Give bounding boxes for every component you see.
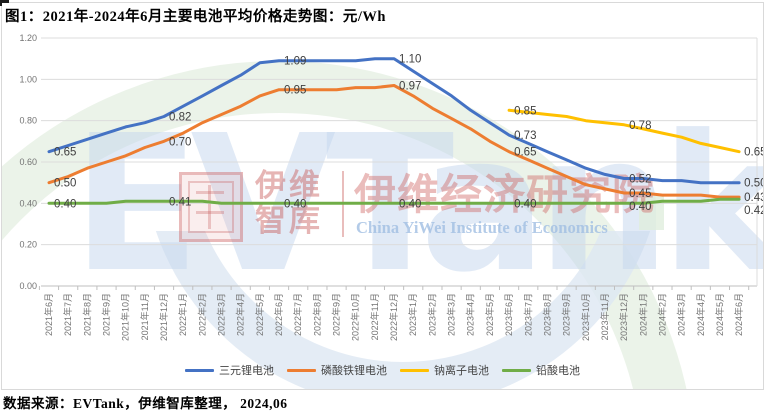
data-label: 0.43 — [744, 192, 764, 204]
data-label: 0.42 — [744, 205, 764, 217]
x-tick-label: 2022年1月 — [177, 293, 188, 336]
legend-label: 磷酸铁锂电池 — [321, 365, 387, 377]
x-tick-label: 2024年2月 — [656, 293, 667, 336]
x-tick-label: 2024年4月 — [695, 293, 706, 336]
x-tick-label: 2022年7月 — [292, 293, 303, 336]
data-labels: 0.65 0.50 0.40 0.82 0.70 0.41 1.09 0.95 0.40 1.10… — [54, 54, 764, 217]
x-tick-label: 2021年12月 — [158, 293, 169, 341]
x-tick-label: 2021年11月 — [139, 293, 150, 340]
x-tick-label: 2021年8月 — [81, 293, 92, 336]
legend-item-0: 三元锂电池 — [185, 362, 274, 378]
data-label: 0.40 — [629, 201, 651, 213]
x-tick-label: 2024年6月 — [733, 293, 744, 336]
x-tick-label: 2023年4月 — [465, 293, 476, 336]
x-tick-label: 2023年1月 — [407, 293, 418, 336]
y-tick-label: 0.60 — [19, 157, 37, 167]
data-label: 0.40 — [284, 198, 306, 210]
x-tick-label: 2022年4月 — [235, 293, 246, 336]
y-tick-label: 0.00 — [19, 281, 37, 291]
legend-label: 钠离子电池 — [434, 365, 489, 377]
y-tick-label: 0.20 — [19, 240, 37, 250]
data-label: 0.40 — [399, 198, 421, 210]
legend-line-swatch — [400, 368, 429, 372]
data-label: 0.95 — [284, 85, 306, 97]
data-label: 0.45 — [629, 188, 651, 200]
y-tick-label: 0.80 — [19, 116, 37, 126]
legend-item-2: 钠离子电池 — [400, 362, 489, 378]
legend-item-1: 磷酸铁锂电池 — [287, 362, 387, 378]
x-tick-label: 2021年6月 — [43, 293, 54, 336]
y-tick-label: 0.40 — [19, 198, 37, 208]
x-tick-label: 2023年5月 — [484, 293, 495, 336]
data-label: 0.41 — [169, 196, 191, 208]
x-tick-label: 2021年9月 — [101, 293, 112, 336]
x-tick-label: 2022年3月 — [216, 293, 227, 336]
price-trend-chart: EVTank 伊维 智库 伊维经济研究院 China YiWei Institu… — [1, 2, 764, 390]
data-label: 0.73 — [514, 130, 536, 142]
data-label: 0.78 — [629, 120, 651, 132]
data-label: 0.70 — [169, 136, 191, 148]
data-label: 0.50 — [54, 178, 76, 190]
data-label: 0.97 — [399, 81, 421, 93]
gridlines — [41, 37, 757, 246]
data-label: 1.10 — [399, 54, 421, 66]
x-tick-label: 2023年11月 — [599, 293, 610, 340]
x-tick-label: 2022年12月 — [388, 293, 399, 341]
legend-label: 三元锂电池 — [219, 365, 274, 377]
x-tick-label: 2023年3月 — [446, 293, 457, 336]
x-tick-label: 2023年6月 — [503, 293, 514, 336]
data-label: 0.85 — [514, 105, 536, 117]
x-tick-label: 2023年8月 — [541, 293, 552, 336]
y-axis-labels: 0.00 0.20 0.40 0.60 0.80 1.00 1.20 — [19, 33, 37, 291]
x-tick-label: 2024年5月 — [714, 293, 725, 336]
series-line-2 — [507, 108, 741, 154]
data-label: 0.65 — [54, 147, 76, 159]
x-tick-label: 2022年6月 — [273, 293, 284, 336]
x-tick-label: 2022年10月 — [350, 293, 361, 341]
x-tick-label: 2023年12月 — [618, 293, 629, 341]
x-tick-label: 2022年8月 — [311, 293, 322, 336]
data-label: 0.65 — [744, 147, 764, 159]
legend-label: 铅酸电池 — [536, 365, 580, 377]
legend-item-3: 铅酸电池 — [502, 362, 580, 378]
series-line-3 — [47, 197, 741, 205]
legend-line-swatch — [185, 368, 214, 372]
x-tick-label: 2023年2月 — [426, 293, 437, 336]
x-tick-label: 2022年11月 — [369, 293, 380, 340]
data-source-note: 数据来源：EVTank，伊维智库整理， 2024,06 — [3, 396, 288, 411]
x-tick-label: 2023年7月 — [522, 293, 533, 336]
x-axis — [38, 38, 758, 290]
x-tick-label: 2022年5月 — [254, 293, 265, 336]
data-label: 0.40 — [54, 198, 76, 210]
screenshot-corner-artifact — [0, 0, 9, 6]
x-tick-label: 2021年10月 — [120, 293, 131, 341]
legend: 三元锂电池 磷酸铁锂电池 钠离子电池 铅酸电池 — [2, 362, 763, 378]
data-label: 0.40 — [514, 198, 536, 210]
x-tick-label: 2023年9月 — [561, 293, 572, 336]
x-axis-labels: 2021年6月 2021年7月 2021年8月 2021年9月 2021年10月 2021… — [43, 293, 744, 341]
y-tick-label: 1.00 — [19, 74, 37, 84]
data-label: 0.82 — [169, 112, 191, 124]
data-label: 0.52 — [629, 174, 651, 186]
x-tick-label: 2022年9月 — [331, 293, 342, 336]
x-tick-label: 2023年10月 — [580, 293, 591, 341]
legend-line-swatch — [287, 368, 316, 372]
x-tick-label: 2022年2月 — [196, 293, 207, 336]
data-label: 0.50 — [744, 178, 764, 190]
y-tick-label: 1.20 — [19, 33, 37, 43]
chart-title: 图1：2021年-2024年6月主要电池平均价格走势图：元/Wh — [5, 9, 386, 25]
x-tick-label: 2024年3月 — [676, 293, 687, 336]
data-label: 1.09 — [284, 56, 306, 68]
x-tick-label: 2021年7月 — [62, 293, 73, 336]
series-line-0 — [47, 57, 741, 185]
x-tick-label: 2024年1月 — [637, 293, 648, 336]
legend-line-swatch — [502, 368, 531, 372]
data-label: 0.65 — [514, 147, 536, 159]
